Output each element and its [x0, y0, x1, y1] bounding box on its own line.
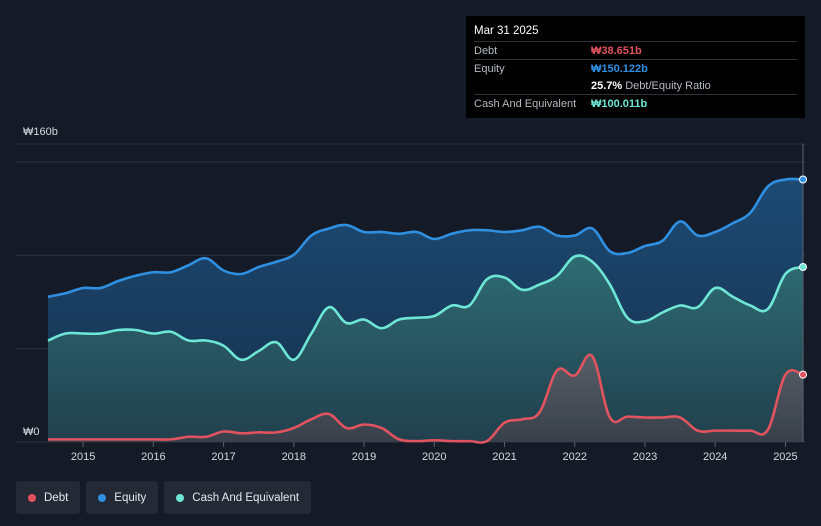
tooltip-debt-label: Debt: [474, 44, 498, 57]
legend-item-equity[interactable]: Equity: [86, 481, 159, 514]
legend-label-cash: Cash And Equivalent: [192, 491, 300, 504]
debt-line: [48, 353, 804, 444]
tooltip-row-debt: Debt ₩38.651b: [474, 41, 797, 59]
debt-end-marker: [799, 370, 807, 379]
tooltip-row-equity: Equity ₩150.122b: [474, 59, 797, 77]
equity-line: [47, 177, 804, 299]
tooltip-row-cash: Cash And Equivalent ₩100.011b: [474, 94, 797, 112]
x-tick-label: 2021: [492, 451, 516, 463]
chart-legend: Debt Equity Cash And Equivalent: [16, 481, 312, 514]
end-markers: [799, 175, 807, 379]
x-tick-label: 2023: [633, 451, 657, 463]
cash-and-equivalent-line: [47, 254, 804, 362]
legend-item-debt[interactable]: Debt: [16, 481, 81, 514]
x-tick-label: 2017: [211, 451, 235, 463]
debt-area: [48, 354, 803, 443]
tooltip-equity-label: Equity: [474, 62, 505, 75]
series-areas: [47, 177, 804, 444]
tooltip-equity-value: ₩150.122b: [591, 62, 648, 75]
x-tick-label: 2015: [71, 451, 95, 463]
x-tick-label: 2020: [422, 451, 446, 463]
x-tick-label: 2019: [352, 451, 376, 463]
tooltip-cash-label: Cash And Equivalent: [474, 97, 577, 110]
legend-label-debt: Debt: [44, 491, 69, 504]
debt-dot-icon: [28, 493, 36, 502]
tooltip-ratio-value: 25.7%: [591, 79, 623, 92]
x-tick-label: 2018: [282, 451, 306, 463]
legend-item-cash[interactable]: Cash And Equivalent: [164, 481, 312, 514]
x-tick-label: 2025: [773, 451, 797, 463]
tooltip-cash-value: ₩100.011b: [591, 97, 648, 110]
legend-label-equity: Equity: [114, 491, 147, 504]
tooltip-panel: Mar 31 2025 Debt ₩38.651b Equity ₩150.12…: [466, 16, 805, 118]
x-tick-label: 2016: [141, 451, 165, 463]
equity-end-marker: [799, 175, 807, 184]
cash-dot-icon: [176, 493, 185, 502]
axes: 2015 2016 2017 2018 2019 2020 2021 2022 2023 2024…: [23, 126, 804, 463]
tooltip-debt-value: ₩38.651b: [591, 44, 642, 57]
y-tick-label-bottom: ₩0: [23, 426, 40, 438]
y-tick-label-top: ₩160b: [23, 126, 58, 138]
tooltip-date: Mar 31 2025: [474, 25, 539, 37]
tooltip-row-ratio: 25.7% Debt/Equity Ratio: [474, 77, 797, 94]
x-tick-label: 2022: [563, 451, 587, 463]
equity-dot-icon: [98, 493, 107, 502]
tooltip-ratio-label: Debt/Equity Ratio: [625, 79, 711, 92]
cash-and-equivalent-area: [48, 255, 803, 442]
cash-and-equivalent-end-marker: [799, 263, 807, 271]
x-tick-label: 2024: [703, 451, 727, 463]
